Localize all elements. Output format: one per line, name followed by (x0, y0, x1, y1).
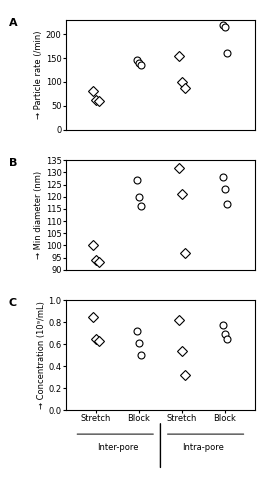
Y-axis label: → Min diameter (nm): → Min diameter (nm) (34, 171, 43, 259)
Text: C: C (9, 298, 17, 308)
Y-axis label: → Particle rate (/min): → Particle rate (/min) (34, 30, 43, 119)
Text: Intra-pore: Intra-pore (183, 443, 224, 452)
Y-axis label: → Concentration (10⁹/mL): → Concentration (10⁹/mL) (37, 302, 45, 409)
Text: Inter-pore: Inter-pore (97, 443, 138, 452)
Text: A: A (9, 18, 18, 28)
Text: B: B (9, 158, 17, 168)
